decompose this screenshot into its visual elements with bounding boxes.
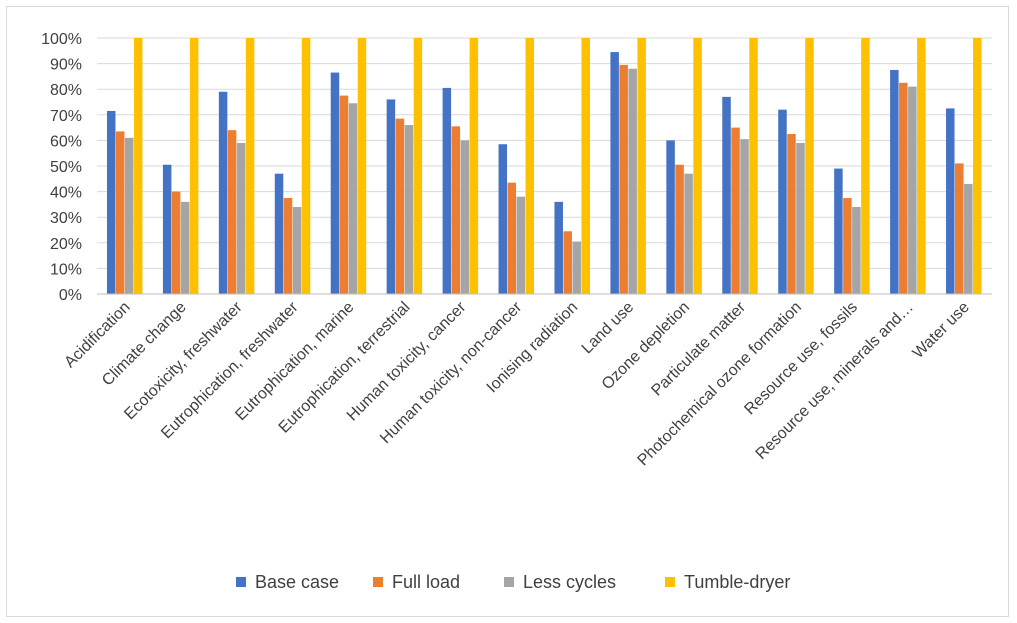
bar [339, 95, 349, 294]
bar [245, 38, 255, 294]
bar [189, 38, 199, 294]
bar [357, 38, 367, 294]
bar [404, 125, 414, 294]
bar-chart: 0% 10% 20% 30% 40% 50% 60% 70% 80% 90% 100% Acidif… [41, 31, 992, 592]
bar [740, 139, 749, 294]
bar [861, 38, 870, 294]
bar [955, 163, 964, 294]
bar [619, 64, 628, 294]
bar [413, 38, 423, 294]
y-tick-label: 100% [41, 31, 82, 48]
y-axis-ticks: 0% 10% 20% 30% 40% 50% 60% 70% 80% 90% 100% [41, 31, 82, 304]
bar [124, 137, 134, 294]
y-tick-label: 10% [50, 261, 82, 278]
bar [693, 38, 702, 294]
bar [731, 127, 740, 294]
bar [805, 38, 814, 294]
bar [852, 206, 861, 294]
chart-frame: 0% 10% 20% 30% 40% 50% 60% 70% 80% 90% 100% Acidif… [6, 6, 1009, 617]
y-tick-label: 40% [50, 185, 82, 202]
bar [180, 201, 190, 294]
bar [395, 118, 405, 294]
bar [581, 38, 590, 294]
y-tick-label: 80% [50, 82, 82, 99]
bar [964, 183, 973, 294]
y-tick-label: 20% [50, 236, 82, 253]
bar [973, 38, 982, 294]
bar [843, 198, 852, 294]
x-tick-label: Water use [910, 299, 973, 362]
bar [628, 68, 637, 294]
bar [301, 38, 311, 294]
bar [292, 206, 302, 294]
bar [106, 110, 116, 295]
bar [115, 131, 125, 294]
bar [637, 38, 646, 294]
bar [666, 140, 675, 294]
bar [283, 198, 293, 294]
bar [274, 173, 284, 294]
bar [348, 103, 358, 294]
legend-label: Full load [392, 572, 460, 592]
bar [787, 134, 796, 294]
y-tick-label: 0% [59, 287, 82, 304]
x-tick-label: Resource use, fossils [741, 299, 861, 419]
legend-swatch [504, 577, 514, 587]
bar [675, 164, 684, 294]
y-tick-label: 70% [50, 108, 82, 125]
legend-swatch [236, 577, 246, 587]
bar [572, 241, 581, 294]
x-tick-label: Land use [579, 299, 638, 358]
bar [749, 38, 758, 294]
bar [469, 38, 479, 294]
bar [899, 82, 908, 294]
bar [236, 142, 246, 294]
bars [106, 38, 982, 295]
bar [516, 196, 526, 294]
bar [778, 109, 787, 295]
y-tick-label: 50% [50, 159, 82, 176]
legend: Base case Full load Less cycles Tumble-drye… [236, 572, 790, 592]
legend-swatch [665, 577, 675, 587]
bar [684, 173, 693, 294]
y-tick-label: 30% [50, 210, 82, 227]
y-tick-label: 60% [50, 133, 82, 150]
bar [796, 142, 805, 294]
bar [451, 126, 461, 294]
legend-label: Tumble-dryer [684, 572, 790, 592]
bar [162, 164, 172, 294]
bar [554, 201, 563, 294]
legend-swatch [373, 577, 383, 587]
bar [330, 72, 340, 294]
bar [227, 130, 237, 294]
bar [525, 38, 535, 294]
bar [133, 38, 143, 294]
bar [917, 38, 926, 294]
bar [834, 168, 843, 294]
bar [442, 87, 452, 294]
bar [218, 91, 228, 294]
bar [498, 144, 508, 294]
bar [890, 70, 899, 294]
y-tick-label: 90% [50, 57, 82, 74]
bar [722, 96, 731, 294]
bar [946, 108, 955, 295]
bar [563, 231, 572, 294]
legend-label: Base case [255, 572, 339, 592]
bar [171, 191, 181, 294]
bar [386, 99, 396, 294]
x-tick-label: Particulate matter [648, 298, 749, 399]
bar [460, 140, 470, 294]
bar [908, 86, 917, 294]
bar [610, 52, 619, 294]
legend-label: Less cycles [523, 572, 616, 592]
bar [507, 182, 517, 294]
